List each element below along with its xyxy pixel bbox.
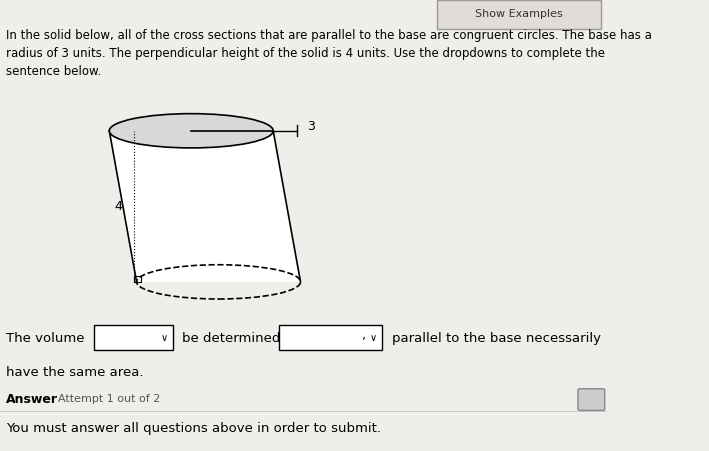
Text: ∨: ∨ [370, 333, 377, 343]
Text: ,: , [362, 330, 367, 342]
FancyBboxPatch shape [437, 0, 601, 29]
Bar [133, 276, 141, 282]
Text: Answer: Answer [6, 393, 58, 405]
Text: 3: 3 [306, 120, 315, 133]
Text: Show Examples: Show Examples [475, 9, 563, 19]
Text: Attempt 1 out of 2: Attempt 1 out of 2 [57, 394, 160, 404]
Text: In the solid below, all of the cross sections that are parallel to the base are : In the solid below, all of the cross sec… [6, 29, 652, 78]
Text: 4: 4 [114, 200, 123, 213]
Text: The volume: The volume [6, 332, 84, 345]
Text: be determined because: be determined because [182, 332, 340, 345]
FancyBboxPatch shape [279, 325, 382, 350]
Text: You must answer all questions above in order to submit.: You must answer all questions above in o… [6, 422, 381, 435]
Text: ∨: ∨ [160, 333, 167, 343]
FancyBboxPatch shape [94, 325, 173, 350]
Ellipse shape [109, 114, 273, 148]
FancyBboxPatch shape [578, 389, 605, 410]
Polygon shape [109, 131, 301, 282]
Text: have the same area.: have the same area. [6, 366, 143, 378]
Text: parallel to the base necessarily: parallel to the base necessarily [391, 332, 601, 345]
